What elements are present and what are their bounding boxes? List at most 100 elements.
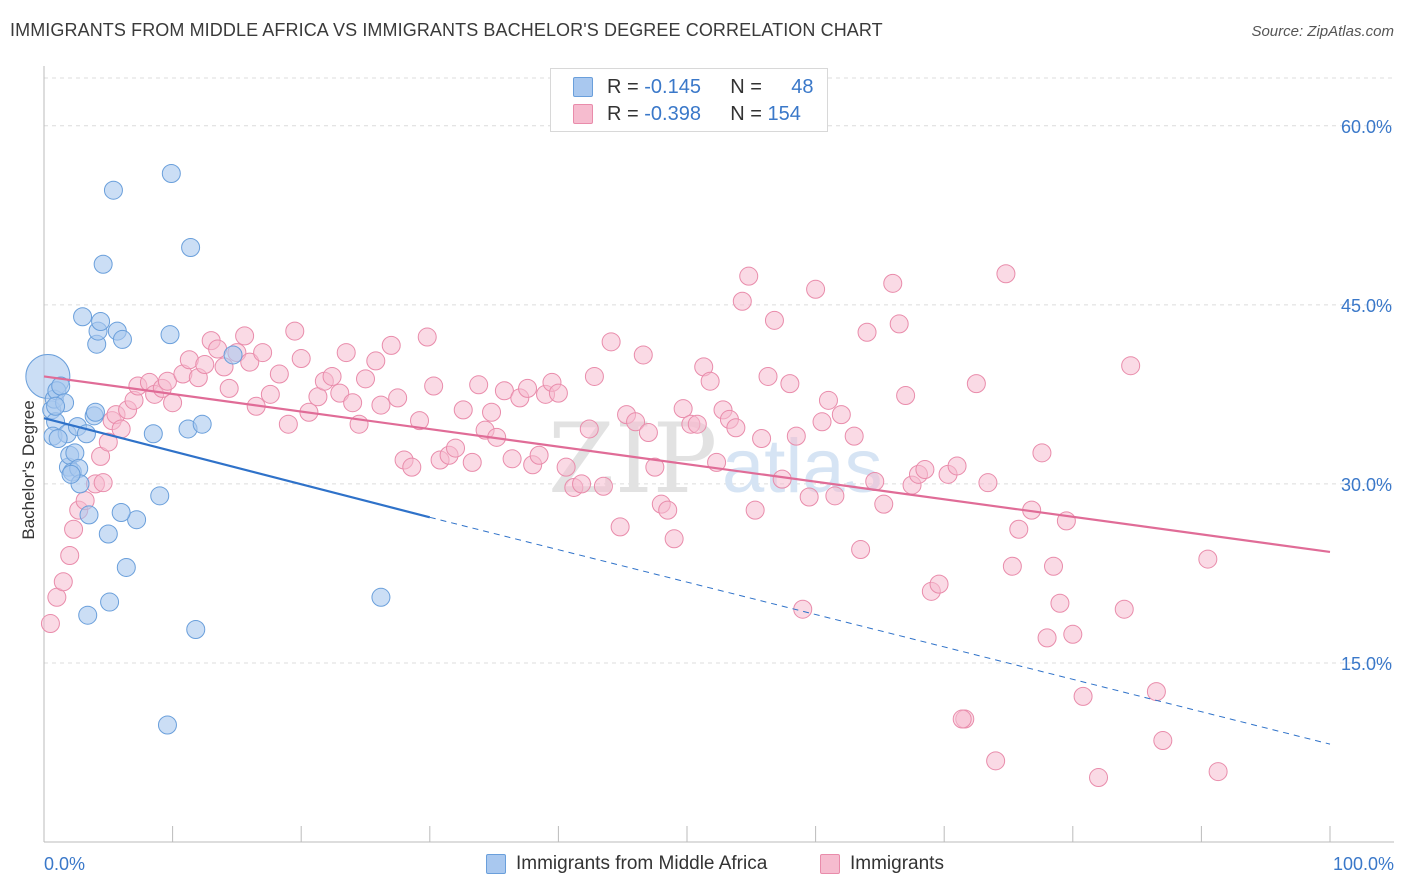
data-point-middle-africa	[73, 307, 93, 327]
data-point-immigrants	[739, 266, 759, 286]
data-point-middle-africa	[85, 402, 105, 422]
data-point-immigrants	[844, 426, 864, 446]
data-point-immigrants	[494, 381, 514, 401]
data-point-immigrants	[786, 426, 806, 446]
data-point-middle-africa	[150, 486, 170, 506]
data-point-immigrants	[638, 423, 658, 443]
data-point-immigrants	[163, 393, 183, 413]
data-point-immigrants	[60, 546, 80, 565]
data-point-immigrants	[584, 366, 604, 386]
legend-swatch-pink	[573, 104, 593, 124]
data-point-immigrants	[952, 709, 972, 729]
data-point-immigrants	[64, 519, 84, 539]
data-point-immigrants	[658, 500, 678, 520]
data-point-immigrants	[482, 402, 502, 422]
data-point-immigrants	[1032, 443, 1052, 463]
x-tick-label-max: 100.0%	[1333, 854, 1394, 874]
data-point-immigrants	[410, 411, 430, 431]
data-point-immigrants	[1009, 519, 1029, 539]
data-point-middle-africa	[143, 424, 163, 444]
data-point-immigrants	[1153, 731, 1173, 751]
bottom-legend-label: Immigrants from Middle Africa	[516, 853, 768, 874]
source-label: Source: ZipAtlas.com	[1251, 23, 1394, 40]
data-point-immigrants	[865, 471, 885, 491]
data-point-immigrants	[732, 291, 752, 311]
data-point-immigrants	[700, 371, 720, 391]
data-point-immigrants	[1044, 556, 1064, 576]
data-point-middle-africa	[46, 396, 66, 416]
data-point-immigrants	[610, 517, 630, 537]
data-point-middle-africa	[79, 505, 99, 525]
tick-labels: 15.0% 30.0% 45.0% 60.0% 0.0% 100.0%	[44, 117, 1394, 874]
data-point-middle-africa	[116, 557, 136, 577]
data-point-immigrants	[446, 438, 466, 458]
data-point-immigrants	[322, 366, 342, 386]
legend-n-value: 154	[767, 102, 801, 125]
bottom-legend-label: Immigrants	[850, 853, 944, 874]
data-point-immigrants	[356, 369, 375, 389]
data-point-immigrants	[253, 343, 273, 363]
data-point-immigrants	[1121, 356, 1141, 376]
data-point-immigrants	[745, 500, 765, 520]
legend-r-label: R =	[607, 102, 639, 125]
data-point-immigrants	[556, 457, 576, 477]
series-immigrants	[40, 264, 1228, 788]
data-point-immigrants	[874, 494, 894, 514]
data-point-immigrants	[93, 473, 113, 493]
data-point-immigrants	[1208, 762, 1228, 782]
data-point-immigrants	[53, 572, 73, 592]
data-point-immigrants	[1037, 628, 1057, 648]
data-point-immigrants	[896, 386, 916, 406]
data-point-immigrants	[518, 378, 538, 398]
data-point-immigrants	[857, 322, 877, 342]
data-point-immigrants	[330, 383, 350, 403]
legend-row-immigrants: R = -0.398 N = 154	[573, 102, 814, 126]
data-point-immigrants	[915, 460, 935, 480]
data-point-immigrants	[195, 355, 215, 374]
x-tick-label-min: 0.0%	[44, 854, 85, 874]
y-tick-label: 45.0%	[1341, 296, 1392, 316]
data-point-immigrants	[673, 399, 693, 419]
trend-line-middle-africa-extension	[429, 516, 1331, 745]
y-tick-label: 30.0%	[1341, 475, 1392, 495]
trend-line-middle-africa	[43, 417, 431, 519]
data-point-immigrants	[269, 364, 289, 384]
data-point-immigrants	[593, 476, 613, 496]
data-point-immigrants	[40, 614, 60, 634]
data-point-immigrants	[548, 383, 568, 403]
legend-r-value: -0.145	[644, 75, 701, 98]
legend-n-value: 48	[791, 75, 814, 98]
data-point-immigrants	[1146, 682, 1166, 702]
page-title: IMMIGRANTS FROM MIDDLE AFRICA VS IMMIGRA…	[10, 20, 883, 40]
y-tick-label: 15.0%	[1341, 654, 1392, 674]
data-point-immigrants	[806, 279, 826, 299]
data-point-immigrants	[1073, 686, 1093, 706]
data-point-immigrants	[687, 414, 707, 434]
data-point-immigrants	[764, 310, 784, 330]
data-point-immigrants	[758, 366, 778, 386]
data-point-immigrants	[424, 376, 444, 396]
data-point-immigrants	[752, 429, 772, 449]
data-point-immigrants	[851, 540, 871, 560]
data-point-immigrants	[572, 474, 592, 494]
data-point-immigrants	[986, 751, 1006, 771]
data-point-immigrants	[336, 343, 356, 363]
data-point-immigrants	[831, 405, 851, 425]
legend-r-label: R =	[607, 75, 639, 98]
legend-n-label: N =	[730, 102, 762, 125]
data-point-immigrants	[664, 529, 684, 549]
legend-r-value: -0.398	[644, 102, 701, 125]
axes	[43, 66, 1394, 843]
data-point-immigrants	[825, 486, 845, 506]
y-tick-label: 60.0%	[1341, 117, 1392, 137]
data-point-middle-africa	[61, 464, 81, 484]
legend-row-middle-africa: R = -0.145 N = 48	[573, 75, 814, 99]
data-point-middle-africa	[98, 524, 118, 544]
data-point-middle-africa	[111, 503, 131, 523]
data-point-immigrants	[278, 414, 298, 434]
data-point-immigrants	[388, 388, 408, 408]
data-point-middle-africa	[91, 312, 111, 332]
data-point-immigrants	[626, 412, 646, 432]
data-point-middle-africa	[65, 443, 85, 463]
data-point-immigrants	[381, 335, 401, 355]
